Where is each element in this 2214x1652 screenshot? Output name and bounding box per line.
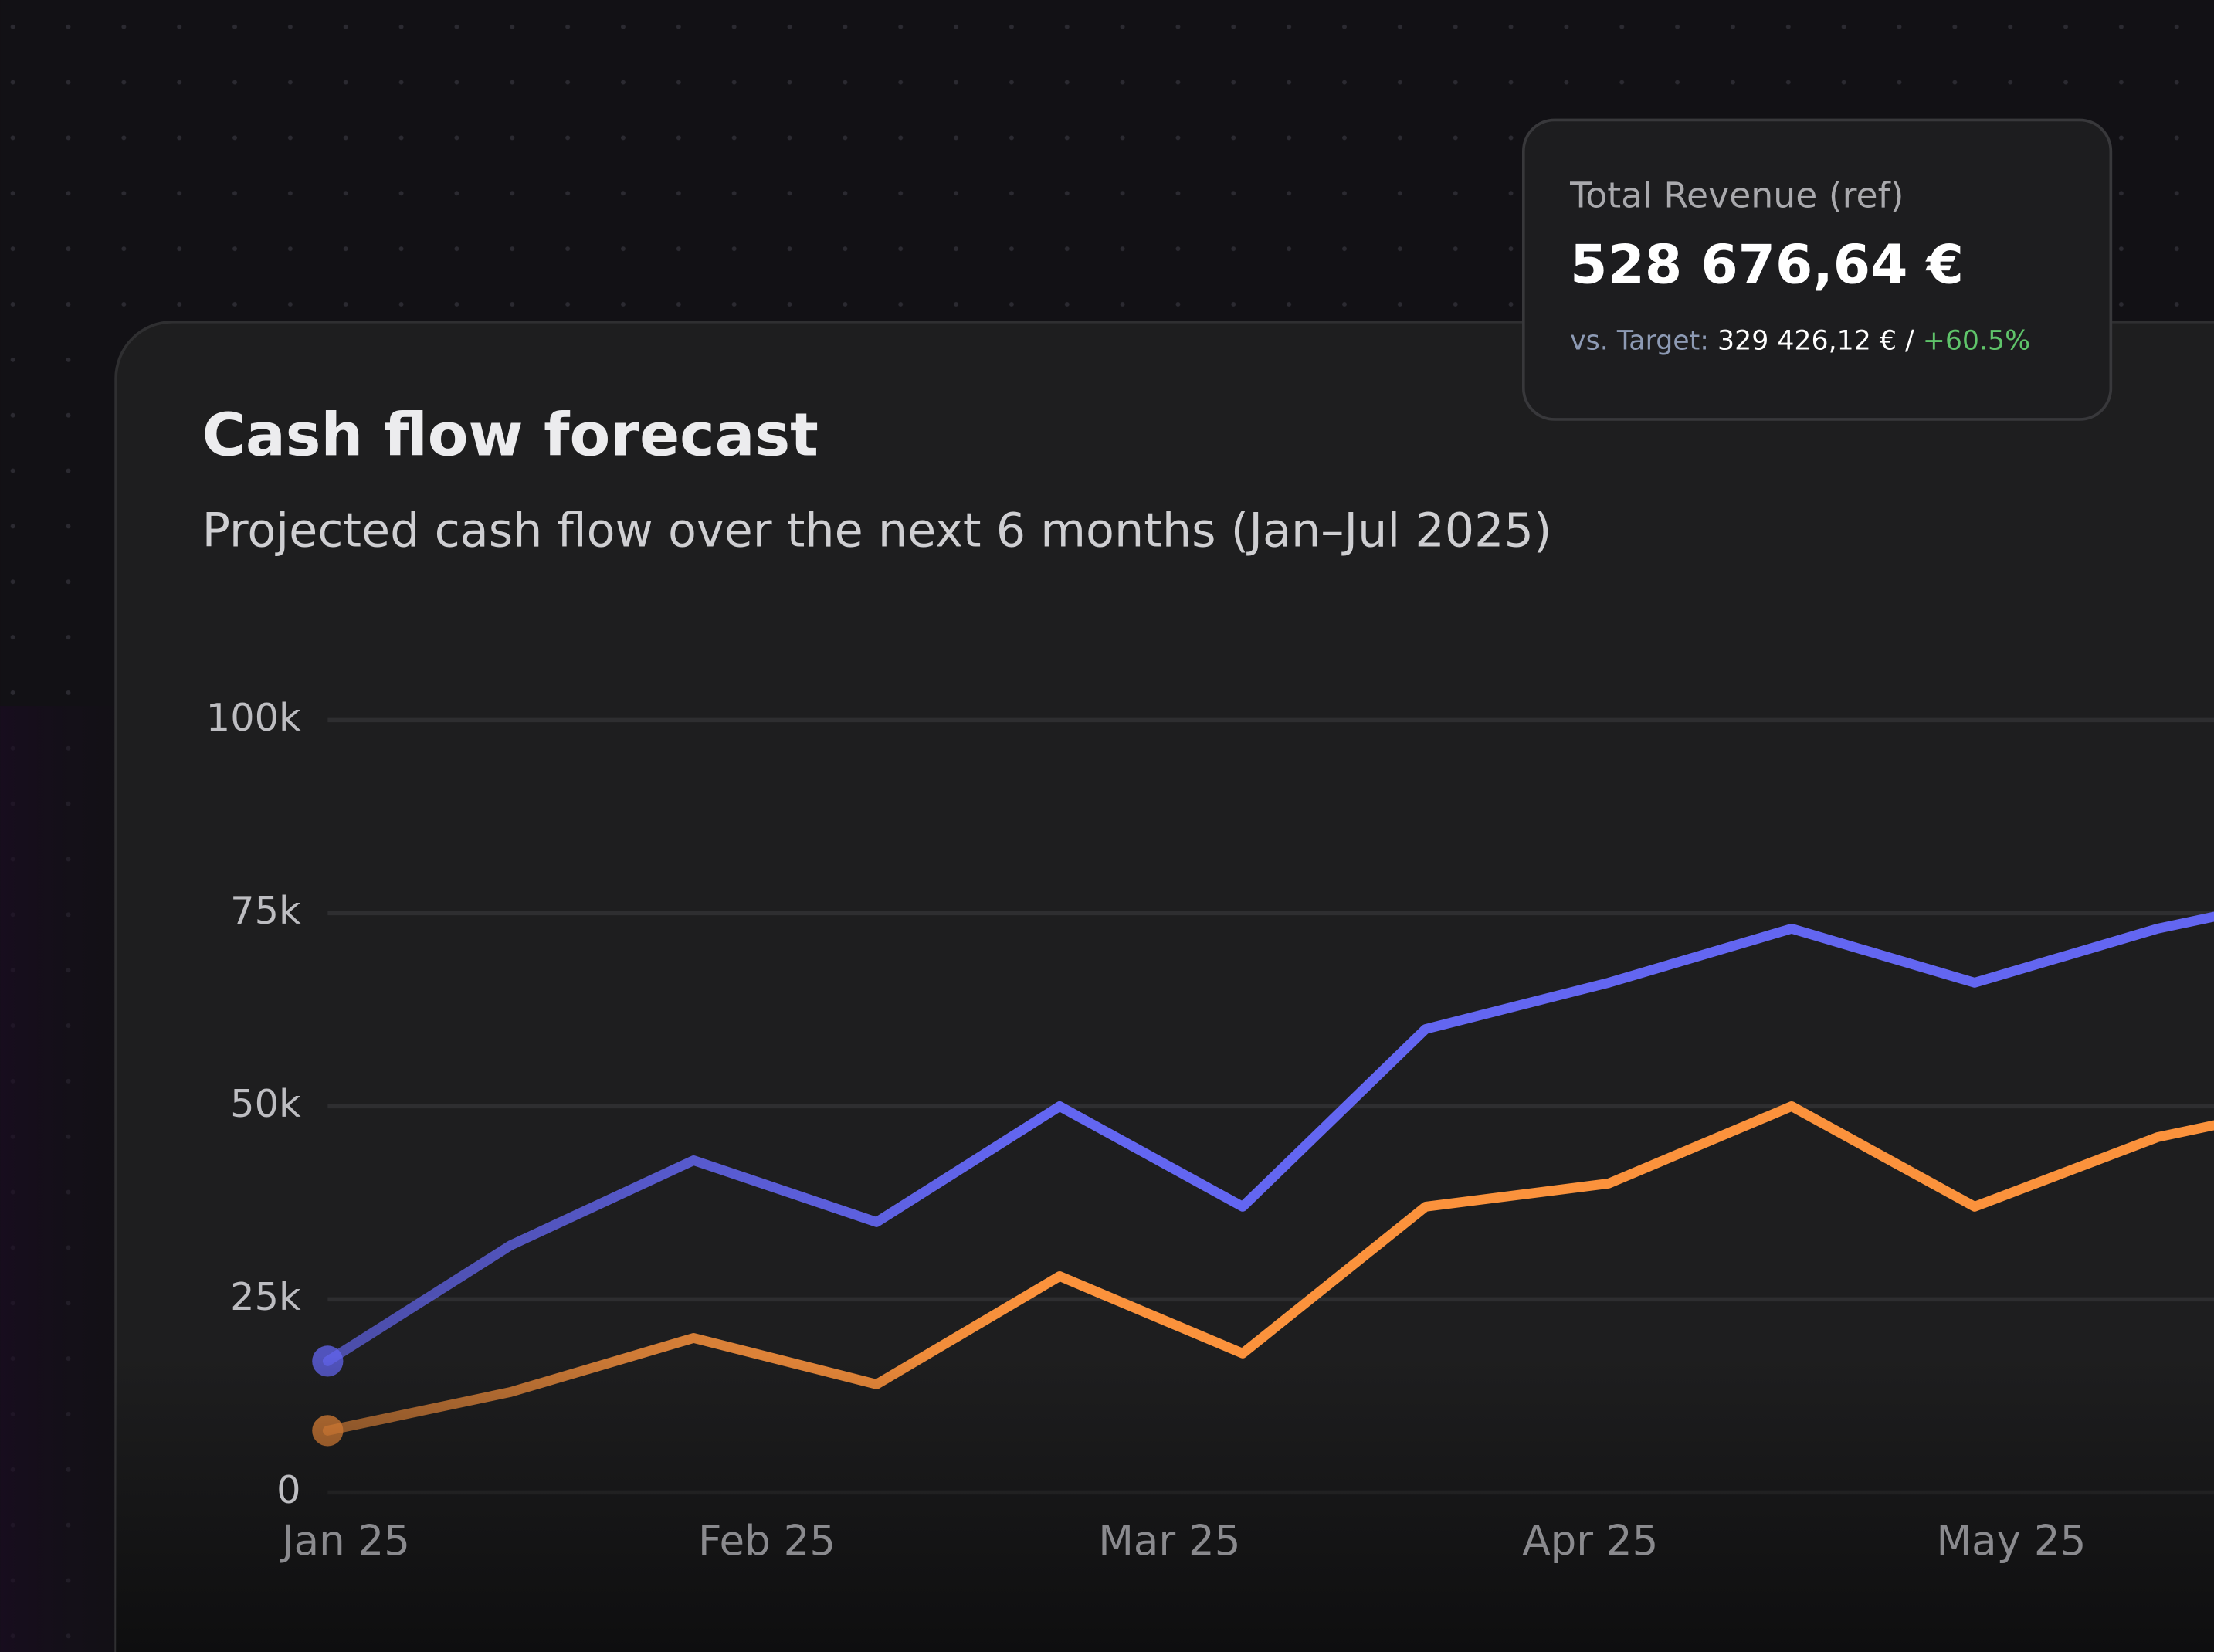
x-tick-label: Apr 25 bbox=[1522, 1517, 1658, 1565]
tooltip-title: Total Revenue (ref) bbox=[1569, 175, 1904, 215]
tooltip-value: 528 676,64 € bbox=[1570, 234, 1964, 296]
x-tick-label: Feb 25 bbox=[698, 1517, 836, 1565]
x-tick-label: May 25 bbox=[1936, 1517, 2086, 1565]
y-tick-label: 0 bbox=[276, 1467, 300, 1512]
card-subtitle: Projected cash flow over the next 6 mont… bbox=[202, 504, 1552, 558]
tooltip-box bbox=[1521, 118, 2113, 421]
y-tick-label: 50k bbox=[230, 1081, 301, 1126]
card bbox=[114, 321, 2214, 1652]
start-point bbox=[312, 1415, 344, 1447]
separator: / bbox=[1905, 325, 1914, 356]
x-tick-label: Mar 25 bbox=[1098, 1517, 1240, 1565]
y-tick-label: 25k bbox=[230, 1274, 301, 1319]
target-label: vs. Target: bbox=[1570, 325, 1709, 356]
y-tick-label: 75k bbox=[230, 888, 301, 933]
target-value: 329 426,12 € bbox=[1717, 325, 1897, 356]
y-tick-label: 100k bbox=[206, 695, 301, 740]
series-line bbox=[322, 884, 2214, 1366]
tooltip: Total Revenue (ref) 528 676,64 € vs. Tar… bbox=[1521, 118, 2113, 421]
change: +60.5% bbox=[1923, 325, 2030, 356]
tooltip-target: vs. Target: 329 426,12 € / +60.5% bbox=[1570, 325, 2030, 356]
start-point bbox=[312, 1345, 344, 1377]
x-tick-label: Jan 25 bbox=[280, 1517, 410, 1565]
series-line bbox=[322, 1093, 2214, 1436]
card-title: Cash flow forecast bbox=[202, 402, 819, 470]
plot bbox=[312, 717, 2214, 1495]
